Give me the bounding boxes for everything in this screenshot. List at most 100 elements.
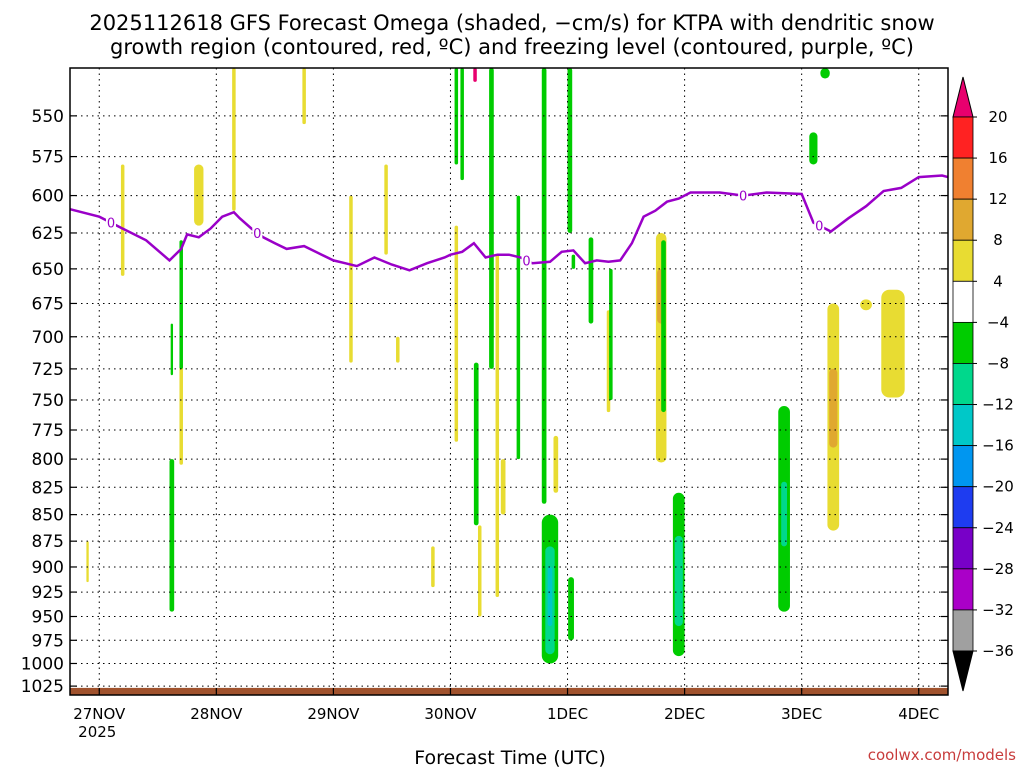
colorbar-swatch xyxy=(952,157,974,200)
omega-cell xyxy=(473,362,479,526)
colorbar-label: −20 xyxy=(982,478,1014,496)
colorbar-label: −24 xyxy=(982,519,1014,537)
y-tick-label: 850 xyxy=(32,506,64,526)
omega-cell xyxy=(169,459,175,612)
colorbar-swatch xyxy=(952,239,974,282)
omega-cell xyxy=(553,435,559,493)
colorbar-label: 20 xyxy=(988,108,1007,126)
omega-cell xyxy=(170,323,174,376)
x-tick-label: 1DEC xyxy=(547,705,588,723)
freezing-label-bg xyxy=(738,188,749,203)
omega-cell xyxy=(454,225,459,442)
freezing-level-label: 0 xyxy=(107,217,115,232)
chart-title-line1: 2025112618 GFS Forecast Omega (shaded, −… xyxy=(89,11,934,35)
ground-terrain xyxy=(70,687,948,695)
omega-cell xyxy=(477,525,482,617)
omega-cell xyxy=(829,368,838,448)
omega-cell xyxy=(194,164,204,226)
colorbar-label: −4 xyxy=(987,313,1009,331)
colorbar-label: −12 xyxy=(982,396,1014,414)
omega-cell xyxy=(674,535,683,627)
y-tick-label: 700 xyxy=(32,328,64,348)
omega-cell xyxy=(809,132,818,165)
colorbar-swatch xyxy=(952,280,974,323)
omega-cell xyxy=(495,254,500,598)
freezing-level-label: 0 xyxy=(522,254,530,269)
y-tick-label: 675 xyxy=(32,294,64,314)
x-tick-sublabel: 2025 xyxy=(78,723,116,741)
omega-cell xyxy=(384,164,388,255)
y-tick-label: 600 xyxy=(32,187,64,207)
omega-cell xyxy=(500,459,506,515)
colorbar-swatch xyxy=(952,116,974,159)
freezing-level-label: 0 xyxy=(253,227,261,242)
colorbar-label: −36 xyxy=(982,642,1014,660)
omega-cell xyxy=(541,68,547,504)
omega-cell xyxy=(473,68,477,82)
omega-cell xyxy=(881,289,905,398)
colorbar-swatch xyxy=(952,609,974,652)
colorbar-bottom-triangle xyxy=(952,650,974,692)
omega-shading-layer xyxy=(86,68,905,664)
colorbar-label: 8 xyxy=(993,231,1003,249)
y-tick-label: 975 xyxy=(32,631,64,651)
colorbar-swatch xyxy=(952,321,974,364)
omega-cell xyxy=(179,362,183,465)
chart-title-line2: growth region (contoured, red, ºC) and f… xyxy=(110,35,914,59)
y-axis: 550 575 600 625 650 675 700 725 750 775 800 825 850 8… xyxy=(21,107,948,697)
freezing-label-bg xyxy=(252,225,263,240)
omega-cell xyxy=(567,68,573,233)
omega-cell xyxy=(568,577,574,641)
colorbar-swatch xyxy=(952,198,974,241)
omega-cell xyxy=(820,68,830,79)
freezing-label-bg xyxy=(521,253,532,268)
plot-frame xyxy=(69,67,949,696)
x-tick-label: 29NOV xyxy=(307,705,360,723)
y-tick-label: 575 xyxy=(32,148,64,168)
x-tick-label: 27NOV xyxy=(73,705,126,723)
x-tick-label: 2DEC xyxy=(664,705,705,723)
freezing-label-bg xyxy=(814,218,825,233)
x-tick-label: 4DEC xyxy=(898,705,939,723)
colorbar: 20 16 12 8 4 −4 −8 −12 −16 −20 −24 −28 −32 −36 xyxy=(952,76,1014,692)
colorbar-swatch xyxy=(952,363,974,405)
omega-cell xyxy=(588,237,594,324)
colorbar-swatch xyxy=(952,527,974,570)
omega-cell xyxy=(349,195,353,363)
freezing-level-label: 0 xyxy=(739,190,747,205)
omega-cell xyxy=(302,68,306,125)
freezing-level-line xyxy=(69,174,949,272)
omega-cell xyxy=(661,240,666,413)
colorbar-top-triangle xyxy=(952,76,974,118)
freezing-level-layer: 0 0 0 0 0 xyxy=(69,174,949,272)
omega-cell xyxy=(460,68,464,181)
omega-cell xyxy=(547,566,553,627)
omega-cell xyxy=(396,336,400,363)
y-tick-label: 800 xyxy=(32,450,64,470)
y-tick-label: 775 xyxy=(32,421,64,441)
x-tick-label: 3DEC xyxy=(781,705,822,723)
omega-cell xyxy=(179,240,183,369)
omega-cell xyxy=(609,268,613,400)
colorbar-label: −28 xyxy=(982,560,1014,578)
omega-cell xyxy=(516,195,521,460)
freezing-level-label: 0 xyxy=(815,220,823,235)
colorbar-label: −16 xyxy=(982,437,1014,455)
omega-cell xyxy=(232,68,236,211)
colorbar-label: 16 xyxy=(988,149,1007,167)
omega-cell xyxy=(120,164,125,276)
grid-layer xyxy=(70,68,948,695)
y-tick-label: 875 xyxy=(32,532,64,552)
y-tick-label: 625 xyxy=(32,224,64,244)
omega-cell xyxy=(489,68,494,369)
y-tick-label: 550 xyxy=(32,107,64,127)
y-tick-label: 750 xyxy=(32,391,64,411)
colorbar-swatch xyxy=(952,568,974,611)
omega-cell xyxy=(860,299,872,311)
x-axis-label: Forecast Time (UTC) xyxy=(414,747,605,768)
credit-text: coolwx.com/models xyxy=(868,746,1016,764)
y-tick-label: 1025 xyxy=(21,677,64,697)
colorbar-swatch xyxy=(952,486,974,529)
x-tick-label: 28NOV xyxy=(190,705,243,723)
